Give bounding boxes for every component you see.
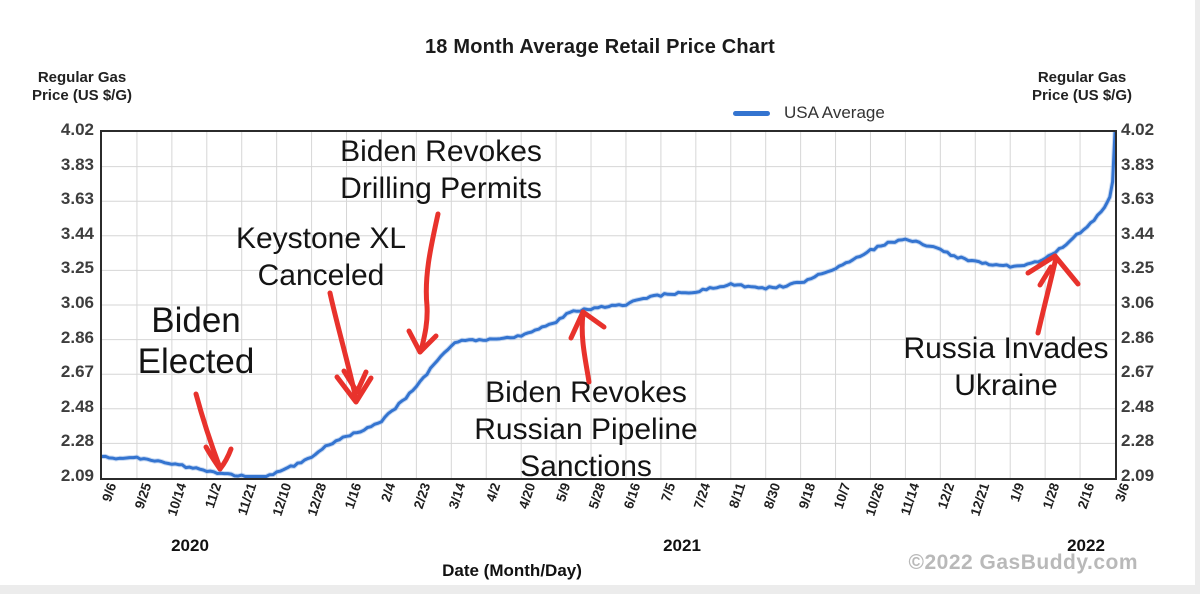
y-tick-label-right: 3.06 — [1121, 293, 1155, 312]
x-tick-label: 10/26 — [863, 481, 888, 518]
y-axis-title-right-line2: Price (US $/G) — [1031, 87, 1133, 104]
x-tick-label: 1/28 — [1040, 481, 1063, 511]
x-tick-label: 9/6 — [99, 481, 120, 504]
x-tick-label: 3/14 — [446, 481, 469, 511]
y-tick-label-right: 2.86 — [1121, 327, 1155, 347]
y-tick-label-right: 2.48 — [1121, 396, 1155, 416]
x-tick-label: 9/25 — [131, 481, 155, 511]
y-tick-label-left: 2.86 — [60, 327, 94, 347]
screenshot-edge-bottom — [0, 585, 1200, 594]
x-tick-label: 11/14 — [898, 481, 923, 518]
y-tick-label-left: 2.67 — [60, 362, 94, 382]
screenshot-edge-right — [1195, 0, 1200, 594]
annotation-line: Keystone XL — [235, 222, 407, 255]
y-tick-label-right: 3.83 — [1121, 154, 1155, 174]
annotation-line: Russia Invades — [903, 332, 1109, 365]
x-tick-label: 12/10 — [269, 481, 294, 518]
chart-title: 18 Month Average Retail Price Chart — [424, 36, 776, 58]
x-tick-label: 1/16 — [341, 481, 364, 511]
annotation-pipeline-sanctions: Biden Revokes Russian Pipeline Sanctions — [474, 374, 697, 485]
x-tick-label: 8/11 — [725, 481, 749, 510]
annotation-line: Ukraine — [954, 369, 1058, 402]
annotation-line: Biden — [151, 301, 241, 340]
x-tick-label: 11/21 — [234, 481, 259, 518]
annotation-line: Canceled — [257, 259, 385, 292]
y-tick-label-left: 3.83 — [60, 154, 94, 174]
y-tick-label-right: 3.25 — [1121, 258, 1155, 278]
year-label-2022: 2022 — [1067, 536, 1105, 555]
y-axis-title-right: Regular Gas Price (US $/G) — [1020, 69, 1144, 105]
annotation-line: Elected — [137, 342, 255, 381]
annotation-line: Sanctions — [520, 450, 652, 483]
year-label-2020: 2020 — [171, 536, 209, 555]
y-axis-title-left: Regular Gas Price (US $/G) — [20, 69, 144, 105]
y-tick-label-left: 2.09 — [60, 466, 94, 485]
x-tick-label: 1/9 — [1007, 481, 1028, 504]
y-tick-label-right: 2.09 — [1121, 466, 1155, 485]
x-tick-label: 8/30 — [760, 481, 783, 511]
price-line-chart — [102, 132, 1115, 478]
x-tick-label: 12/28 — [304, 481, 329, 518]
x-tick-label: 10/7 — [830, 481, 853, 511]
y-axis-title-left-line2: Price (US $/G) — [31, 87, 133, 104]
y-tick-label-left: 4.02 — [60, 120, 94, 139]
y-tick-label-left: 3.63 — [60, 189, 94, 209]
y-tick-label-left: 2.48 — [60, 396, 94, 416]
legend: USA Average — [733, 102, 885, 124]
copyright-watermark: ©2022 GasBuddy.com — [908, 551, 1138, 574]
y-tick-label-right: 3.44 — [1121, 223, 1155, 243]
y-tick-label-right: 4.02 — [1121, 120, 1155, 139]
x-tick-label: 7/24 — [690, 481, 714, 511]
x-tick-label: 9/18 — [795, 481, 818, 511]
x-axis-title: Date (Month/Day) — [442, 561, 582, 580]
x-tick-label: 6/16 — [620, 481, 644, 511]
annotation-drilling-permits: Biden Revokes Drilling Permits — [340, 133, 542, 207]
x-tick-label: 12/21 — [967, 481, 993, 518]
y-tick-label-right: 2.67 — [1121, 362, 1155, 382]
legend-line-swatch — [733, 110, 770, 116]
year-label-2021: 2021 — [663, 536, 701, 555]
x-tick-label: 2/16 — [1074, 481, 1098, 511]
annotation-line: Drilling Permits — [340, 172, 542, 205]
x-tick-label: 3/6 — [1112, 481, 1133, 504]
y-tick-label-right: 3.63 — [1121, 189, 1155, 209]
annotation-russia-invades: Russia Invades Ukraine — [903, 330, 1108, 404]
y-tick-label-left: 3.25 — [60, 258, 94, 278]
y-tick-label-left: 3.06 — [60, 293, 94, 312]
y-tick-label-left: 2.28 — [60, 431, 94, 451]
annotation-biden-elected: Biden Elected — [138, 300, 255, 382]
annotation-keystone-canceled: Keystone XL Canceled — [236, 220, 406, 294]
x-tick-label: 5/28 — [585, 481, 609, 511]
y-axis-title-right-line1: Regular Gas — [1037, 69, 1127, 86]
y-tick-label-right: 2.28 — [1121, 431, 1155, 451]
x-tick-label: 10/14 — [164, 481, 190, 518]
x-tick-label: 2/23 — [411, 481, 434, 511]
annotation-line: Biden Revokes — [340, 135, 542, 168]
y-tick-label-left: 3.44 — [60, 223, 94, 243]
x-tick-label: 11/2 — [201, 481, 225, 510]
x-tick-label: 2/4 — [378, 481, 399, 504]
plot-area — [100, 130, 1117, 480]
annotation-line: Biden Revokes — [485, 376, 687, 409]
legend-label: USA Average — [784, 103, 885, 122]
x-tick-label: 12/2 — [935, 481, 958, 511]
x-tick-label: 4/20 — [516, 481, 539, 511]
y-axis-title-left-line1: Regular Gas — [37, 69, 127, 86]
annotation-line: Russian Pipeline — [474, 413, 698, 446]
